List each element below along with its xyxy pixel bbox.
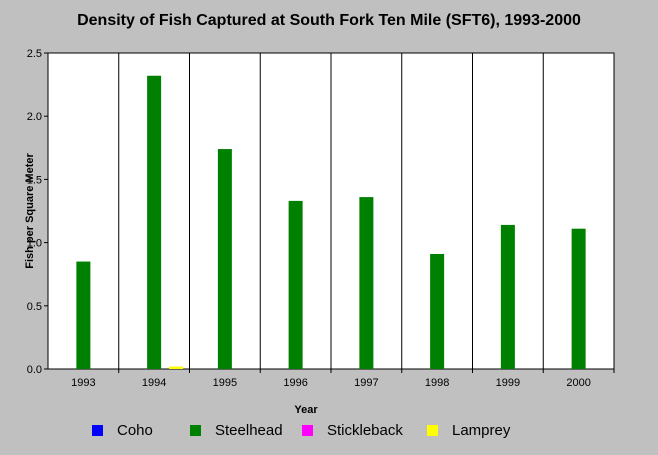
bar-steelhead-1996	[288, 200, 303, 369]
bar-steelhead-1994	[147, 75, 162, 369]
bar-steelhead-1998	[430, 253, 445, 369]
y-tick-label: 1.5	[27, 174, 42, 186]
x-tick-label: 1995	[213, 377, 237, 389]
grid-lines	[118, 53, 544, 369]
legend: Coho Steelhead Stickleback Lamprey	[92, 420, 632, 440]
x-tick-label: 2000	[566, 377, 590, 389]
chart-title: Density of Fish Captured at South Fork T…	[77, 12, 581, 29]
legend-item-coho: Coho	[92, 420, 153, 440]
bar-steelhead-1993	[76, 261, 91, 369]
legend-swatch	[190, 424, 201, 436]
bar-steelhead-1999	[500, 224, 515, 369]
legend-swatch	[302, 424, 313, 436]
x-tick-label: 1997	[354, 377, 378, 389]
bars	[76, 75, 586, 369]
x-tick-label: 1996	[283, 377, 307, 389]
legend-label: Steelhead	[215, 421, 283, 439]
y-tick-label: 0.0	[27, 364, 42, 376]
bar-lamprey-1994	[169, 366, 184, 369]
legend-item-steelhead: Steelhead	[190, 420, 283, 440]
x-tick-label: 1998	[425, 377, 449, 389]
legend-item-lamprey: Lamprey	[427, 420, 510, 440]
bar-steelhead-1995	[217, 149, 232, 369]
y-tick-label: 0.5	[27, 301, 42, 313]
legend-swatch	[427, 424, 438, 436]
y-tick-label: 2.5	[27, 48, 42, 60]
bar-steelhead-2000	[571, 228, 586, 369]
legend-swatch	[92, 424, 103, 436]
y-tick-label: 1.0	[27, 238, 42, 250]
y-axis-ticks: 0.0 0.5 1.0 1.5 2.0 2.5	[27, 48, 48, 376]
x-tick-label: 1993	[71, 377, 95, 389]
x-axis-title: Year	[294, 404, 318, 416]
legend-item-stickleback: Stickleback	[302, 420, 403, 440]
y-tick-label: 2.0	[27, 111, 42, 123]
legend-label: Stickleback	[327, 421, 403, 439]
x-tick-label: 1999	[496, 377, 520, 389]
y-axis-title: Fish per Square Meter	[24, 153, 36, 269]
bar-steelhead-1997	[359, 197, 374, 369]
x-axis-ticks: 1993 1994 1995 1996 1997 1998 1999 2000	[71, 369, 615, 389]
x-tick-label: 1994	[142, 377, 166, 389]
legend-label: Coho	[117, 421, 153, 439]
legend-label: Lamprey	[452, 421, 511, 439]
